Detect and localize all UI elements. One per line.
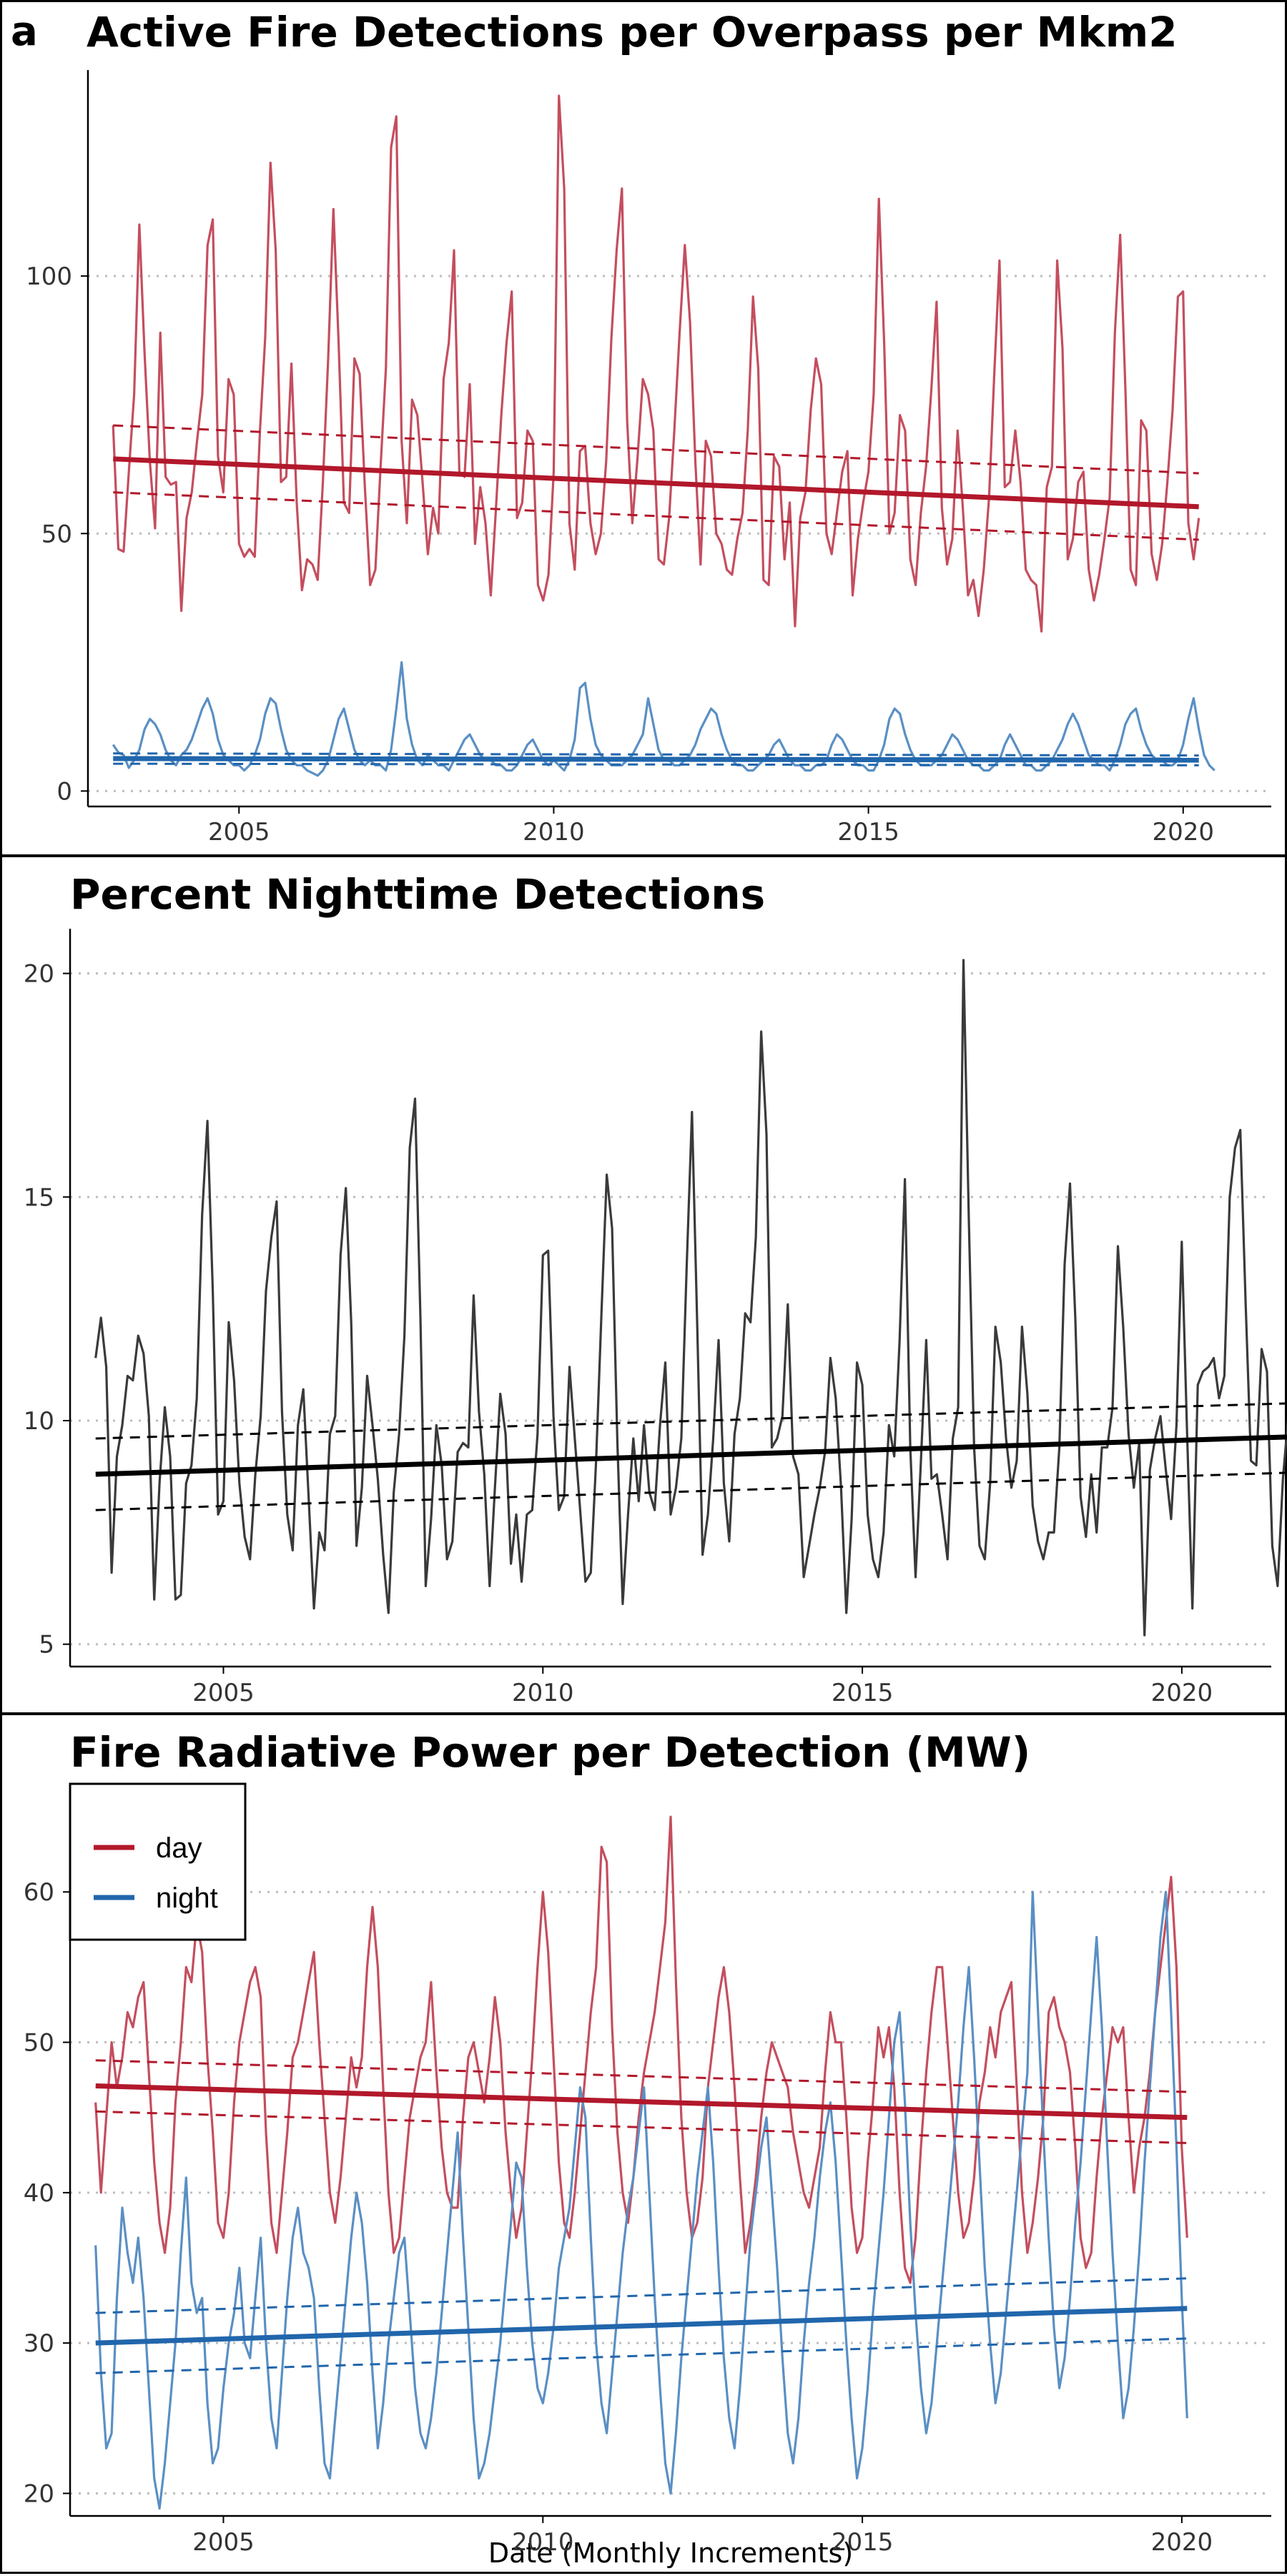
x-tick-label: 2005: [192, 1679, 255, 1707]
x-axis-title: Date (Monthly Increments): [488, 2537, 853, 2569]
chart-active-fire-detections: a Active Fire Detections per Overpass pe…: [11, 8, 1271, 847]
series-line-day: [94, 1815, 1188, 2284]
trend-line-day: [95, 2083, 1188, 2121]
chart-percent-nighttime: Percent Nighttime Detections 5 10 15 20 2005…: [24, 870, 1287, 1707]
y-tick-label: 5: [39, 1631, 54, 1659]
confidence-line-day: [95, 2110, 1188, 2144]
x-tick-label: 2010: [512, 1679, 574, 1707]
y-tick-label: 30: [24, 2329, 54, 2358]
series-line-day: [112, 94, 1200, 633]
trend-line-day: [113, 456, 1199, 510]
confidence-line-night: [95, 2277, 1188, 2314]
trend-line-night: [95, 2306, 1188, 2346]
chart-title: Percent Nighttime Detections: [70, 870, 765, 919]
confidence-line-night: [113, 762, 1199, 766]
panel-fire-radiative-power: Fire Radiative Power per Detection (MW) …: [0, 1713, 1287, 2574]
y-tick-label: 20: [24, 960, 54, 989]
confidence-line-black: [95, 1402, 1287, 1440]
x-tick-label: 2015: [832, 1679, 894, 1707]
confidence-line-day: [113, 491, 1199, 541]
panel-active-fire-detections: a Active Fire Detections per Overpass pe…: [0, 0, 1287, 857]
x-tick-label: 2020: [1151, 1679, 1213, 1707]
y-tick-label: 50: [24, 2029, 54, 2058]
y-tick-label: 15: [24, 1183, 54, 1212]
legend-box: [69, 1782, 247, 1941]
x-tick-label: 2005: [192, 2528, 255, 2557]
x-tick-label: 2010: [512, 2528, 574, 2557]
x-tick-label: 2005: [208, 818, 270, 847]
panel-letter: a: [11, 9, 38, 55]
y-tick-label: 60: [24, 1878, 54, 1907]
trend-line-night: [113, 756, 1199, 763]
confidence-line-black: [95, 1471, 1287, 1511]
panel-percent-nighttime: Percent Nighttime Detections 5 10 15 20 2005…: [0, 855, 1287, 1714]
confidence-line-night: [113, 752, 1199, 757]
y-tick-label: 100: [26, 262, 72, 291]
legend: day night: [69, 1782, 247, 1941]
legend-night-label: night: [156, 1882, 218, 1914]
x-tick-label: 2020: [1151, 2528, 1213, 2557]
y-tick-label: 0: [56, 777, 72, 806]
x-tick-label: 2010: [523, 818, 585, 847]
x-tick-label: 2015: [832, 2528, 894, 2557]
chart-title: Fire Radiative Power per Detection (MW): [70, 1728, 1030, 1777]
confidence-line-day: [113, 424, 1199, 475]
legend-day-label: day: [156, 1832, 202, 1864]
chart-title: Active Fire Detections per Overpass per …: [87, 8, 1178, 56]
y-tick-label: 20: [24, 2479, 54, 2508]
chart-fire-radiative-power: Fire Radiative Power per Detection (MW) …: [24, 1728, 1271, 2569]
x-tick-label: 2020: [1152, 818, 1214, 847]
series-line-night: [94, 1890, 1188, 2510]
x-tick-label: 2015: [837, 818, 899, 847]
confidence-line-night: [95, 2337, 1188, 2374]
trend-line-black: [95, 1434, 1287, 1477]
confidence-line-day: [95, 2059, 1188, 2093]
y-tick-label: 40: [24, 2179, 54, 2208]
y-tick-label: 10: [24, 1407, 54, 1436]
series-line-black: [94, 959, 1287, 1637]
y-tick-label: 50: [41, 520, 72, 548]
